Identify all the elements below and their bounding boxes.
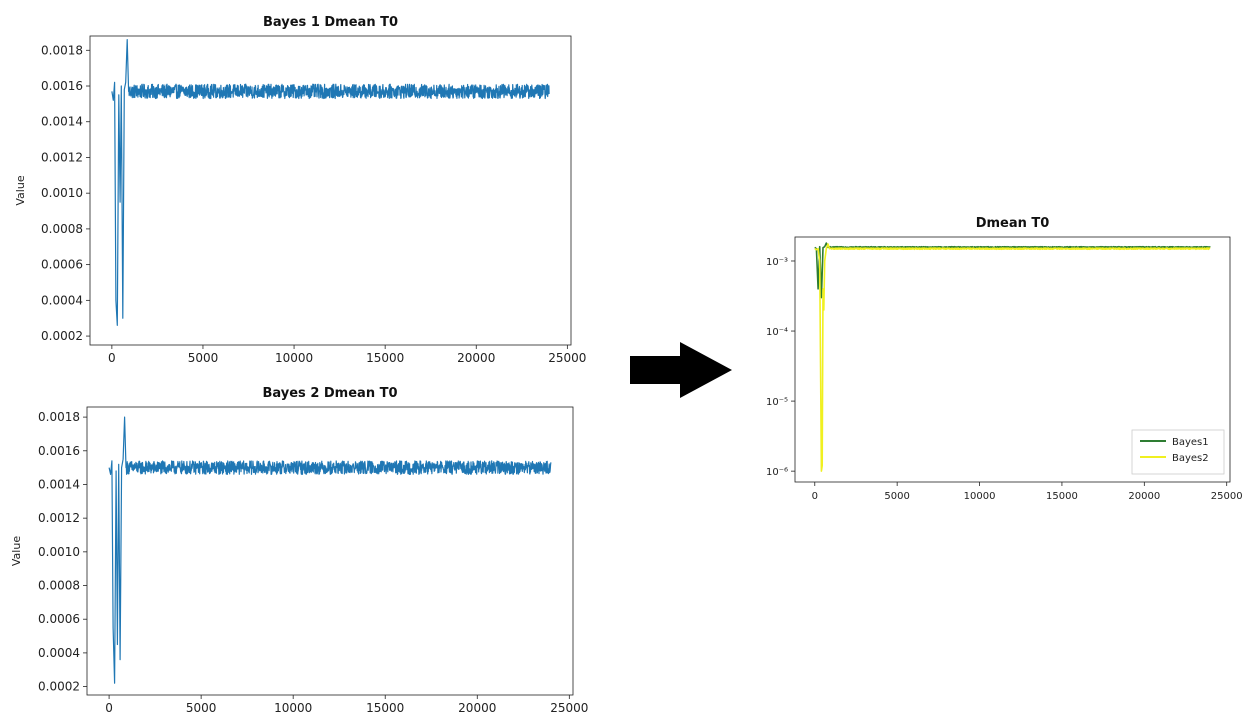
plot-frame — [794, 236, 1231, 483]
y-tick-label: 0.0012 — [41, 150, 83, 164]
legend-label: Bayes1 — [1172, 437, 1209, 448]
series-line-series-0 — [108, 416, 552, 684]
y-tick-label: 0.0012 — [38, 511, 80, 525]
y-tick-label: 0.0006 — [38, 612, 80, 626]
x-tick-label: 15000 — [1046, 491, 1078, 502]
y-tick-label: 10⁻⁵ — [766, 397, 788, 408]
x-tick-label: 5000 — [186, 701, 217, 715]
y-axis-title: Value — [10, 536, 23, 566]
y-tick-label: 10⁻⁴ — [766, 327, 788, 338]
x-tick-label: 20000 — [457, 351, 495, 365]
y-tick-label: 0.0016 — [38, 444, 80, 458]
y-tick-label: 0.0008 — [41, 222, 83, 236]
x-tick-label: 5000 — [884, 491, 909, 502]
x-tick-label: 10000 — [274, 701, 312, 715]
x-tick-label: 10000 — [964, 491, 996, 502]
dmean-log-chart: Dmean T0 0 5000 10000 15000 20000 25000 10⁻³ 10⁻… — [766, 216, 1243, 502]
y-tick-label: 0.0018 — [41, 43, 83, 57]
y-tick-label: 0.0006 — [41, 258, 83, 272]
chart-title: Bayes 1 Dmean T0 — [263, 15, 398, 30]
y-tick-label: 0.0014 — [41, 115, 83, 129]
y-tick-label: 0.0018 — [38, 410, 80, 424]
legend: Bayes1 Bayes2 — [1131, 429, 1225, 475]
y-tick-label: 0.0010 — [41, 186, 83, 200]
x-tick-label: 25000 — [550, 701, 588, 715]
y-tick-label: 0.0010 — [38, 545, 80, 559]
bayes2-chart: Bayes 2 Dmean T0 Value 0 5000 10000 15000 2000… — [10, 386, 588, 715]
x-tick-label: 20000 — [1128, 491, 1160, 502]
series-line-bayes1 — [814, 242, 1211, 299]
plot-frame — [86, 406, 574, 696]
x-tick-label: 25000 — [1211, 491, 1243, 502]
y-tick-label: 0.0016 — [41, 79, 83, 93]
y-tick-label: 0.0004 — [41, 293, 83, 307]
series-line-bayes2 — [814, 243, 1211, 472]
x-tick-label: 0 — [812, 491, 818, 502]
y-tick-label: 0.0002 — [41, 329, 83, 343]
x-tick-label: 20000 — [458, 701, 496, 715]
chart-title: Dmean T0 — [976, 216, 1050, 231]
legend-label: Bayes2 — [1172, 453, 1209, 464]
plot-frame — [89, 35, 572, 346]
x-tick-label: 5000 — [188, 351, 219, 365]
chart-title: Bayes 2 Dmean T0 — [262, 386, 397, 401]
y-tick-label: 0.0014 — [38, 477, 80, 491]
y-tick-label: 0.0002 — [38, 680, 80, 694]
x-tick-label: 25000 — [548, 351, 586, 365]
y-tick-label: 0.0004 — [38, 646, 80, 660]
y-tick-label: 10⁻³ — [766, 257, 788, 268]
bayes1-chart: Bayes 1 Dmean T0 Value 0 5000 10000 15000 2000… — [14, 15, 586, 365]
x-tick-label: 15000 — [366, 351, 404, 365]
y-tick-label: 10⁻⁶ — [766, 467, 788, 478]
y-axis-title: Value — [14, 175, 27, 205]
x-tick-label: 15000 — [366, 701, 404, 715]
series-line-series-0 — [111, 39, 550, 326]
y-tick-label: 0.0008 — [38, 579, 80, 593]
x-tick-label: 0 — [108, 351, 116, 365]
x-tick-label: 10000 — [275, 351, 313, 365]
right-arrow-icon — [630, 342, 732, 398]
x-tick-label: 0 — [105, 701, 113, 715]
legend-box — [1131, 429, 1225, 475]
